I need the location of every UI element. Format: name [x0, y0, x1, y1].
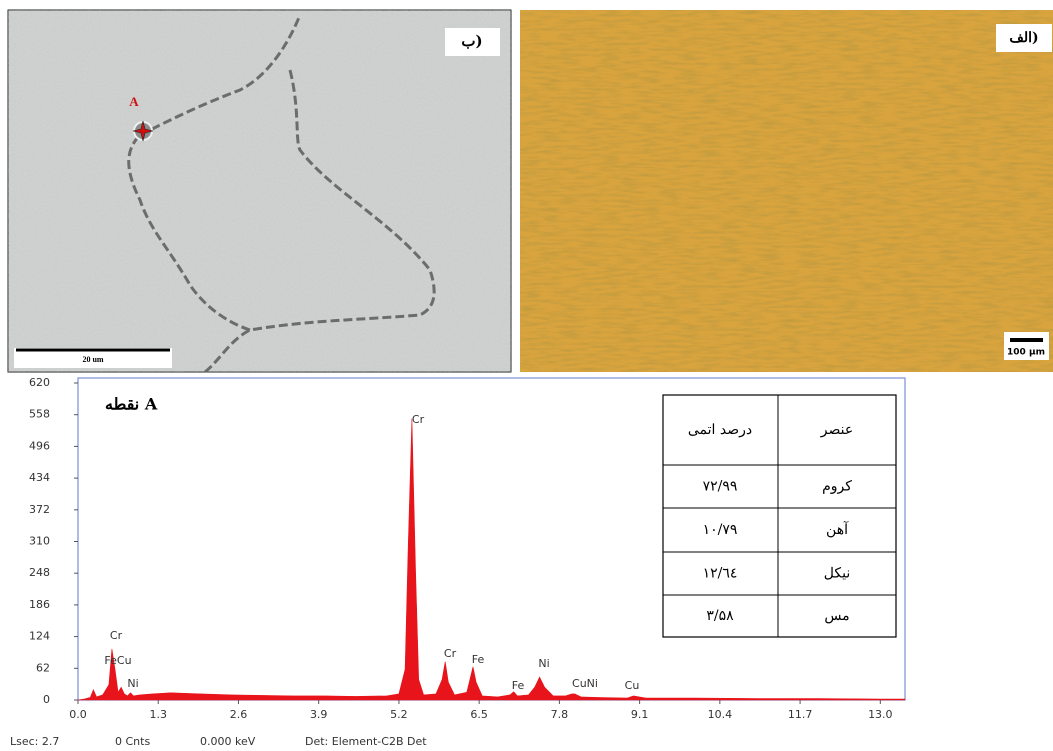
- x-tick-label: 3.9: [310, 708, 328, 721]
- y-tick-label: 310: [29, 535, 50, 548]
- footer-text: Lsec: 2.7: [10, 735, 59, 748]
- x-tick-label: 11.7: [788, 708, 813, 721]
- x-tick-label: 9.1: [631, 708, 649, 721]
- peak-label: CuNi: [572, 677, 598, 690]
- y-tick-label: 186: [29, 598, 50, 611]
- table-cell: آهن: [826, 520, 849, 538]
- panel-label: ب): [461, 32, 482, 50]
- peak-label: Ni: [127, 677, 138, 690]
- y-tick-label: 124: [29, 630, 50, 643]
- table-header: درصد اتمی: [688, 422, 752, 438]
- point-label: A: [129, 94, 139, 109]
- scale-label: 20 um: [82, 355, 103, 364]
- sem-image: ب) A 20 um: [8, 10, 511, 372]
- table-cell: ۳/۵۸: [706, 608, 734, 624]
- x-tick-label: 13.0: [868, 708, 893, 721]
- figure: ب) A 20 um الف) 100 µm نقطه A عنصر درصد ا…: [0, 0, 1053, 751]
- x-tick-label: 1.3: [149, 708, 167, 721]
- peak-label: FeCu: [104, 654, 131, 667]
- peak-label: Cr: [110, 629, 123, 642]
- x-tick-label: 10.4: [708, 708, 733, 721]
- x-tick-label: 7.8: [551, 708, 569, 721]
- peak-label: Cr: [444, 647, 457, 660]
- y-tick-label: 0: [43, 693, 50, 706]
- table-cell: ۱۲/٦٤: [703, 566, 738, 582]
- y-tick-label: 248: [29, 566, 50, 579]
- x-tick-label: 6.5: [470, 708, 488, 721]
- table-cell: ۱۰/۷۹: [703, 522, 738, 538]
- page: { "images": { "sem": {"label": "ب)", "po…: [0, 0, 1053, 751]
- y-tick-label: 558: [29, 408, 50, 421]
- table-cell: مس: [824, 608, 849, 624]
- table-cell: کروم: [822, 479, 852, 495]
- optical-image: الف) 100 µm: [520, 10, 1053, 372]
- footer-text: 0.000 keV: [200, 735, 256, 748]
- y-tick-label: 372: [29, 503, 50, 516]
- table-header: عنصر: [820, 422, 853, 438]
- peak-label: Cr: [412, 413, 425, 426]
- footer-text: 0 Cnts: [115, 735, 150, 748]
- x-tick-label: 2.6: [230, 708, 248, 721]
- peak-label: Fe: [512, 679, 525, 692]
- table-cell: نیکل: [824, 566, 850, 582]
- footer-text: Det: Element-C2B Det: [305, 735, 427, 748]
- y-tick-label: 620: [29, 376, 50, 389]
- y-tick-label: 62: [36, 661, 50, 674]
- spectrum-label: نقطه A: [105, 395, 158, 414]
- x-tick-label: 0.0: [69, 708, 87, 721]
- table: عنصر درصد اتمی کروم ۷۲/۹۹ آهن ۱۰/۷۹ نیکل ۱۲/٦٤ م…: [663, 395, 896, 637]
- table-cell: ۷۲/۹۹: [703, 479, 738, 495]
- panel-label: الف): [1009, 30, 1038, 46]
- y-tick-label: 434: [29, 471, 50, 484]
- peak-label: Fe: [472, 653, 485, 666]
- scale-label: 100 µm: [1007, 348, 1045, 358]
- peak-label: Cu: [625, 679, 640, 692]
- x-tick-label: 5.2: [390, 708, 408, 721]
- peak-label: Ni: [538, 657, 549, 670]
- y-tick-label: 496: [29, 439, 50, 452]
